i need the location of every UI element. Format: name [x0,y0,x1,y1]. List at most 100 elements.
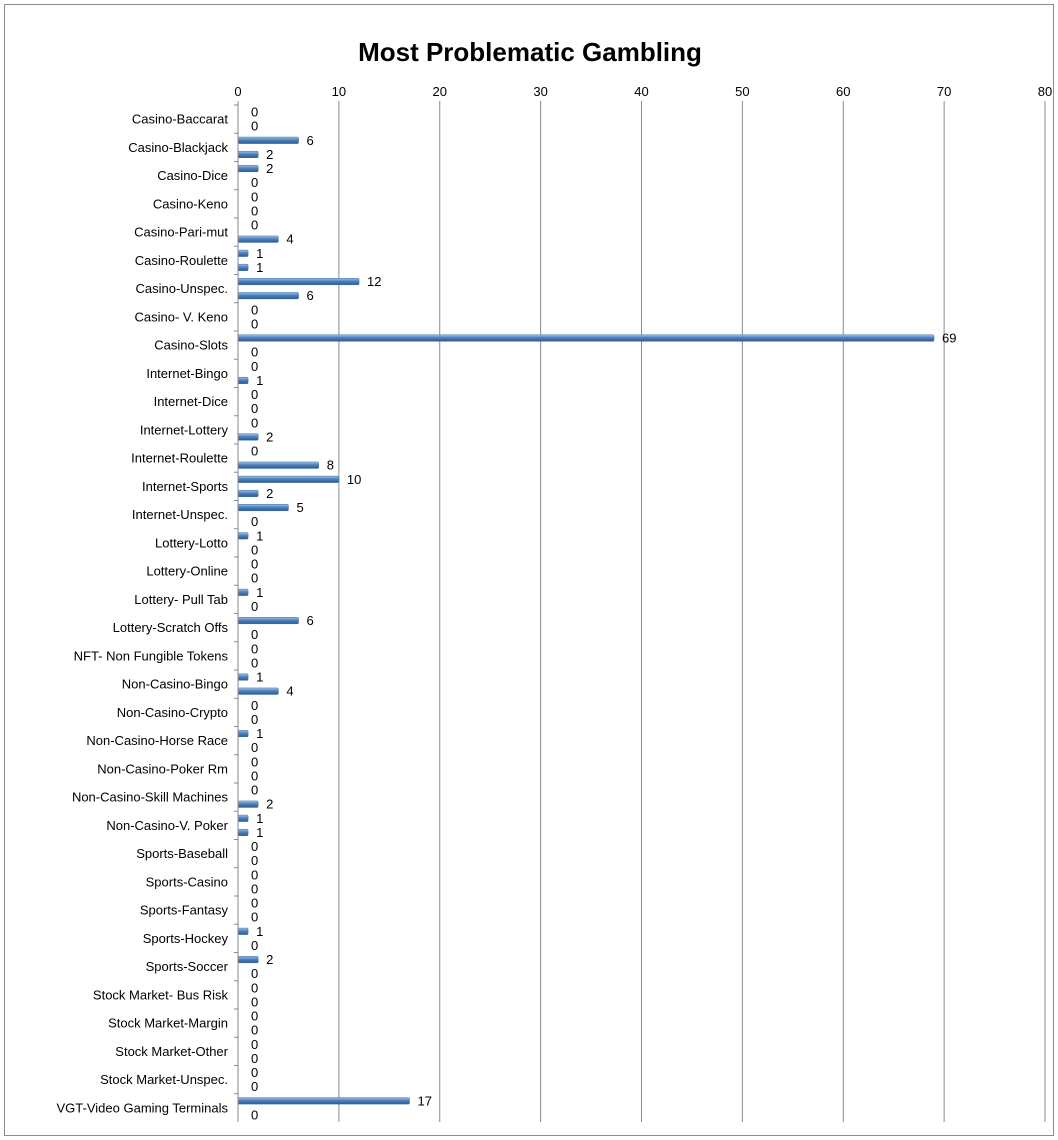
category-label: Lottery- Pull Tab [134,592,228,607]
category-label: Lottery-Online [146,564,228,579]
x-tick-label: 50 [735,84,749,99]
bar [237,150,259,158]
data-label: 0 [251,387,258,402]
data-label: 0 [251,119,258,134]
data-label: 0 [251,316,258,331]
bar [237,433,259,441]
data-label: 0 [251,1107,258,1122]
data-label: 4 [286,684,293,699]
data-label: 17 [417,1093,431,1108]
category-label: Internet-Dice [154,394,228,409]
data-label: 0 [251,345,258,360]
bar [237,588,249,596]
category-label: Internet-Bingo [146,366,228,381]
category-label: Non-Casino-Bingo [122,677,228,692]
bar [237,800,259,808]
chart-frame: Most Problematic Gambling 0 10 20 30 40 50 60 7… [4,4,1054,1136]
data-label: 0 [251,401,258,416]
data-label: 0 [251,514,258,529]
data-label: 0 [251,839,258,854]
category-label: Casino-Keno [153,196,228,211]
bar [237,292,299,300]
data-label: 6 [307,133,314,148]
x-tick-label: 40 [634,84,648,99]
data-label: 0 [251,910,258,925]
category-label: Non-Casino-V. Poker [106,818,228,833]
data-label: 10 [347,472,361,487]
data-label: 0 [251,768,258,783]
category-label: Stock Market- Bus Risk [93,987,229,1002]
data-label: 5 [296,500,303,515]
data-label: 2 [266,486,273,501]
category-label: Non-Casino-Horse Race [86,733,228,748]
bar [237,249,249,257]
data-label: 0 [251,189,258,204]
bar [237,730,249,738]
data-label: 1 [256,260,263,275]
category-label: Casino-Unspec. [136,281,229,296]
bar [237,532,249,540]
data-label: 2 [266,161,273,176]
bar [237,673,249,681]
data-label: 4 [286,232,293,247]
data-label: 8 [327,458,334,473]
category-label: Casino-Pari-mut [134,225,228,240]
data-label: 0 [251,1065,258,1080]
bar [237,235,279,243]
data-label: 0 [251,783,258,798]
data-label: 0 [251,105,258,120]
data-label: 0 [251,655,258,670]
data-label: 1 [256,924,263,939]
data-label: 1 [256,670,263,685]
data-label: 0 [251,302,258,317]
data-label: 0 [251,1009,258,1024]
data-label: 0 [251,627,258,642]
data-label: 0 [251,698,258,713]
x-tick-label: 20 [433,84,447,99]
data-label: 1 [256,528,263,543]
data-label: 0 [251,754,258,769]
x-tick-label: 70 [937,84,951,99]
bar [237,376,249,384]
x-tick-label: 30 [533,84,547,99]
data-label: 1 [256,825,263,840]
category-label: Internet-Unspec. [132,507,228,522]
data-label: 0 [251,896,258,911]
data-label: 0 [251,994,258,1009]
bar [237,489,259,497]
category-label: Casino-Blackjack [128,140,228,155]
category-label: Casino-Slots [154,338,228,353]
bar [237,165,259,173]
data-label: 0 [251,557,258,572]
bar [237,687,279,695]
data-label: 1 [256,373,263,388]
data-label: 0 [251,203,258,218]
data-label: 6 [307,613,314,628]
gridlines [234,101,1046,1122]
data-label: 1 [256,811,263,826]
bar [237,334,935,342]
x-tick-label: 60 [836,84,850,99]
category-label: Lottery-Lotto [155,535,228,550]
bar [237,278,360,286]
category-label: Sports-Baseball [136,846,228,861]
bar [237,956,259,964]
bar [237,927,249,935]
category-label: Internet-Roulette [131,451,228,466]
category-label: Internet-Sports [142,479,228,494]
bar [237,828,249,836]
data-label: 0 [251,1023,258,1038]
data-label: 6 [307,288,314,303]
category-label: Non-Casino-Skill Machines [72,790,229,805]
data-label: 0 [251,881,258,896]
category-label: Casino-Roulette [135,253,228,268]
category-label: Stock Market-Margin [108,1016,228,1031]
data-label: 0 [251,980,258,995]
category-label: Lottery-Scratch Offs [113,620,229,635]
data-label: 1 [256,246,263,261]
category-label: Non-Casino-Crypto [117,705,228,720]
category-label: Sports-Casino [146,874,228,889]
category-label: Stock Market-Unspec. [100,1072,228,1087]
data-label: 0 [251,415,258,430]
category-label: NFT- Non Fungible Tokens [74,648,229,663]
